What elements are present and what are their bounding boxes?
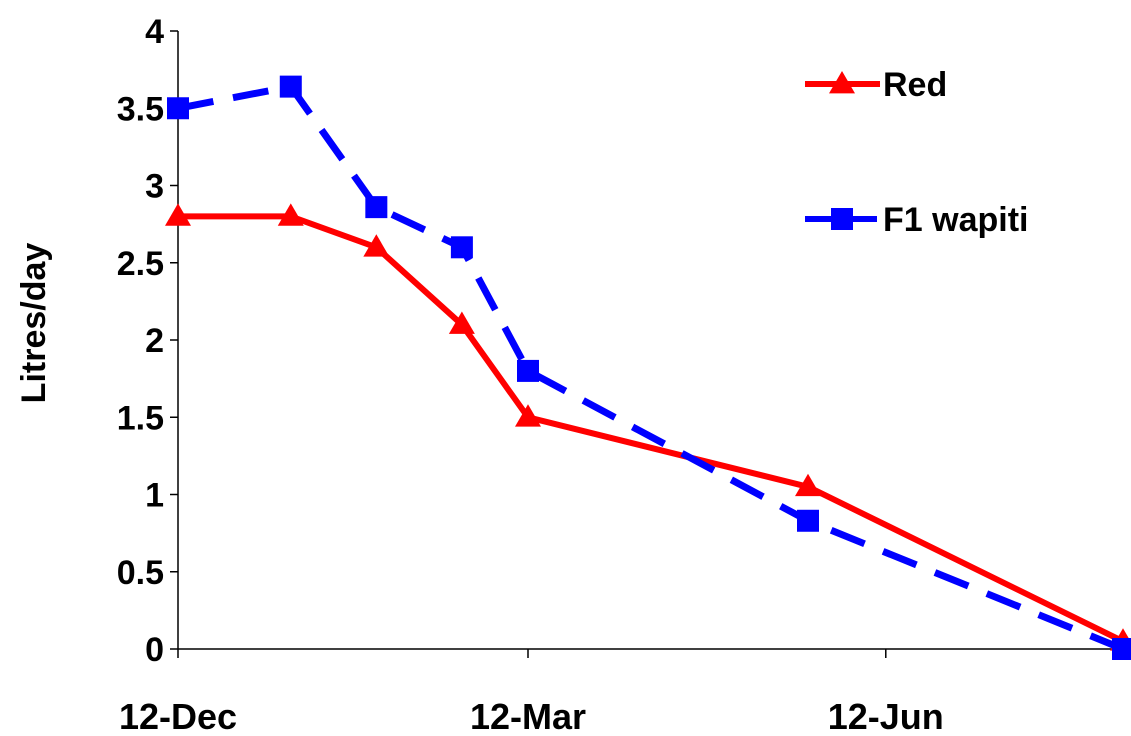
legend-item-red: Red [805,66,947,104]
x-axis-ticks: 12-Dec 12-Mar 12-Jun [119,649,1124,736]
legend-item-f1-wapiti: F1 wapiti [805,201,1028,239]
y-tick-label: 3 [145,168,164,206]
y-axis-ticks: 0 0.5 1 1.5 2 2.5 3 3.5 4 [117,13,178,669]
axes [177,31,1123,650]
data-point-f1-wapiti [517,359,539,382]
data-point-red [277,203,304,226]
data-point-f1-wapiti [167,97,189,120]
y-tick-label: 2 [145,322,164,360]
x-tick-label: 12-Dec [119,696,237,736]
legend-label: Red [883,66,947,104]
data-point-f1-wapiti [365,196,388,219]
data-point-red [165,203,191,226]
y-tick-label: 1 [145,477,164,515]
data-point-f1-wapiti [450,236,473,259]
data-point-f1-wapiti [797,509,819,532]
x-tick-label: 12-Jun [828,696,944,736]
y-tick-label: 0 [145,631,164,669]
legend: Red F1 wapiti [805,66,1028,239]
legend-marker [829,71,855,94]
series-red [165,203,1131,651]
data-point-red [363,234,390,257]
y-tick-label: 0.5 [117,554,164,592]
x-tick-label: 12-Mar [470,696,586,736]
series-line-red [178,213,1125,644]
y-tick-label: 4 [145,13,164,51]
y-tick-label: 2.5 [117,245,164,283]
data-point-red [795,473,821,497]
data-point-red [515,404,541,427]
legend-label: F1 wapiti [883,201,1028,239]
y-tick-label: 3.5 [117,90,164,128]
legend-marker [831,208,853,230]
y-axis-label: Litres/day [15,243,53,404]
data-point-f1-wapiti [279,75,302,98]
series-line-f1-wapiti [177,83,1125,653]
data-point-f1-wapiti [1112,638,1131,660]
y-tick-label: 1.5 [117,399,164,437]
series-f1-wapiti [167,75,1131,660]
series-group [165,75,1131,660]
data-point-red [448,311,475,334]
